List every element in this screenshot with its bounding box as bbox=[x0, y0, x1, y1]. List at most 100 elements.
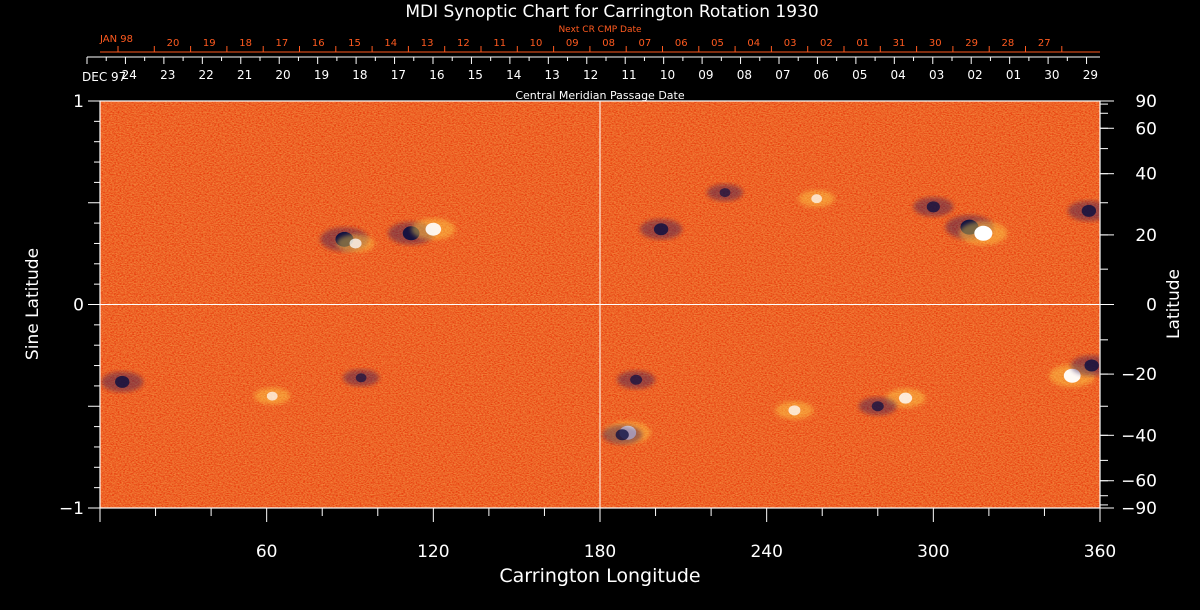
next-cr-date-label: 12 bbox=[457, 38, 470, 49]
next-cr-date-label: 04 bbox=[747, 38, 760, 49]
active-regions bbox=[101, 184, 1100, 445]
cmp-date-label: 18 bbox=[352, 68, 367, 82]
y-right-tick-label: −20 bbox=[1121, 365, 1157, 385]
next-cr-date-label: 11 bbox=[493, 38, 506, 49]
y-axis-right-label: Latitude bbox=[1164, 269, 1184, 339]
next-cr-date-axis: 20 19 18 17 16 15 14 13 12 11 10 09 08 07 06 05 04 03 02 01… bbox=[100, 38, 1100, 53]
sine-latitude-axis: 1 0 −1 bbox=[59, 92, 100, 519]
cmp-date-label: 14 bbox=[506, 68, 521, 82]
next-cr-date-label: 02 bbox=[820, 38, 833, 49]
cmp-date-label: 10 bbox=[660, 68, 675, 82]
cmp-date-label: 23 bbox=[160, 68, 175, 82]
next-cr-date-label: 03 bbox=[784, 38, 797, 49]
next-cr-date-label: 08 bbox=[602, 38, 615, 49]
cmp-date-label: 17 bbox=[391, 68, 406, 82]
cmp-axis-label: Central Meridian Passage Date bbox=[515, 89, 684, 102]
y-right-tick-label: 20 bbox=[1135, 226, 1157, 246]
negative-flux-region bbox=[1081, 204, 1097, 217]
cmp-date-label: 30 bbox=[1044, 68, 1059, 82]
y-left-tick-label: 1 bbox=[73, 92, 84, 112]
cmp-date-label: 03 bbox=[929, 68, 944, 82]
y-left-tick-label: 0 bbox=[73, 296, 84, 316]
next-cr-axis-label: Next CR CMP Date bbox=[558, 25, 642, 35]
cmp-date-label: 11 bbox=[621, 68, 636, 82]
next-cr-date-label: 10 bbox=[530, 38, 543, 49]
next-cr-date-label: 01 bbox=[856, 38, 869, 49]
negative-flux-region bbox=[719, 188, 731, 198]
y-right-tick-label: 90 bbox=[1135, 92, 1157, 112]
next-cr-date-label: 16 bbox=[312, 38, 325, 49]
positive-flux-region bbox=[811, 194, 823, 204]
negative-flux-region bbox=[615, 429, 629, 441]
cmp-date-label: 04 bbox=[891, 68, 906, 82]
y-right-tick-label: −90 bbox=[1121, 499, 1157, 519]
positive-flux-region bbox=[266, 391, 278, 401]
y-right-tick-label: 0 bbox=[1146, 296, 1157, 316]
negative-flux-region bbox=[926, 201, 940, 213]
cmp-date-label: 29 bbox=[1083, 68, 1098, 82]
x-tick-label: 120 bbox=[417, 542, 449, 562]
next-cr-date-label: 17 bbox=[276, 38, 289, 49]
cmp-date-label: 16 bbox=[429, 68, 444, 82]
next-cr-date-label: 15 bbox=[348, 38, 361, 49]
negative-flux-region bbox=[653, 223, 669, 236]
x-tick-label: 300 bbox=[917, 542, 949, 562]
next-cr-date-label: 05 bbox=[711, 38, 724, 49]
cmp-date-label: 09 bbox=[698, 68, 713, 82]
cmp-date-label: 06 bbox=[814, 68, 829, 82]
longitude-axis: 60 120 180 240 300 360 bbox=[99, 508, 1116, 562]
cmp-date-label: 08 bbox=[737, 68, 752, 82]
next-cr-date-label: 06 bbox=[675, 38, 688, 49]
next-cr-date-label: 07 bbox=[639, 38, 652, 49]
cmp-start-label: DEC 97 bbox=[82, 70, 126, 84]
cmp-date-axis: 24 23 22 21 20 19 18 17 16 15 14 13 12 11 10 09 08 07 06 05… bbox=[86, 56, 1100, 82]
y-left-tick-label: −1 bbox=[59, 499, 84, 519]
cmp-date-label: 22 bbox=[199, 68, 214, 82]
cmp-date-label: 21 bbox=[237, 68, 252, 82]
cmp-date-label: 02 bbox=[967, 68, 982, 82]
next-cr-date-label: 18 bbox=[239, 38, 252, 49]
cmp-date-label: 20 bbox=[275, 68, 290, 82]
positive-flux-region bbox=[898, 392, 913, 404]
cmp-date-label: 05 bbox=[852, 68, 867, 82]
negative-flux-region bbox=[871, 401, 884, 412]
positive-flux-region bbox=[788, 405, 801, 416]
cmp-date-label: 15 bbox=[468, 68, 483, 82]
positive-flux-region bbox=[425, 222, 442, 236]
y-right-tick-label: −60 bbox=[1121, 472, 1157, 492]
next-cr-date-label: 28 bbox=[1002, 38, 1015, 49]
negative-flux-region bbox=[355, 373, 367, 383]
y-axis-left-label: Sine Latitude bbox=[23, 248, 43, 360]
x-tick-label: 240 bbox=[750, 542, 782, 562]
cmp-date-label: 12 bbox=[583, 68, 598, 82]
positive-flux-region bbox=[349, 238, 362, 249]
next-cr-date-label: 14 bbox=[384, 38, 397, 49]
negative-flux-region bbox=[115, 375, 130, 388]
next-cr-date-label: 09 bbox=[566, 38, 579, 49]
next-cr-date-label: 19 bbox=[203, 38, 216, 49]
cmp-date-label: 13 bbox=[545, 68, 560, 82]
next-cr-date-label: 20 bbox=[167, 38, 180, 49]
next-cr-date-label: 27 bbox=[1038, 38, 1051, 49]
negative-flux-region bbox=[1084, 359, 1099, 372]
y-right-tick-label: 40 bbox=[1135, 165, 1157, 185]
next-cr-start-label: JAN 98 bbox=[99, 34, 133, 45]
next-cr-date-label: 29 bbox=[965, 38, 978, 49]
next-cr-date-label: 31 bbox=[893, 38, 906, 49]
next-cr-date-label: 13 bbox=[421, 38, 434, 49]
chart-title: MDI Synoptic Chart for Carrington Rotati… bbox=[405, 2, 818, 22]
cmp-date-label: 07 bbox=[775, 68, 790, 82]
cmp-date-label: 19 bbox=[314, 68, 329, 82]
x-axis-label: Carrington Longitude bbox=[499, 565, 700, 587]
x-tick-label: 360 bbox=[1084, 542, 1116, 562]
next-cr-date-label: 30 bbox=[929, 38, 942, 49]
latitude-axis: 90 60 40 20 0 −20 −40 −60 −90 bbox=[1100, 92, 1157, 519]
cmp-date-label: 24 bbox=[122, 68, 137, 82]
negative-flux-region bbox=[630, 374, 643, 385]
y-right-tick-label: −40 bbox=[1121, 426, 1157, 446]
x-tick-label: 60 bbox=[256, 542, 278, 562]
positive-flux-region bbox=[974, 225, 993, 241]
x-tick-label: 180 bbox=[584, 542, 616, 562]
y-right-tick-label: 60 bbox=[1135, 119, 1157, 139]
